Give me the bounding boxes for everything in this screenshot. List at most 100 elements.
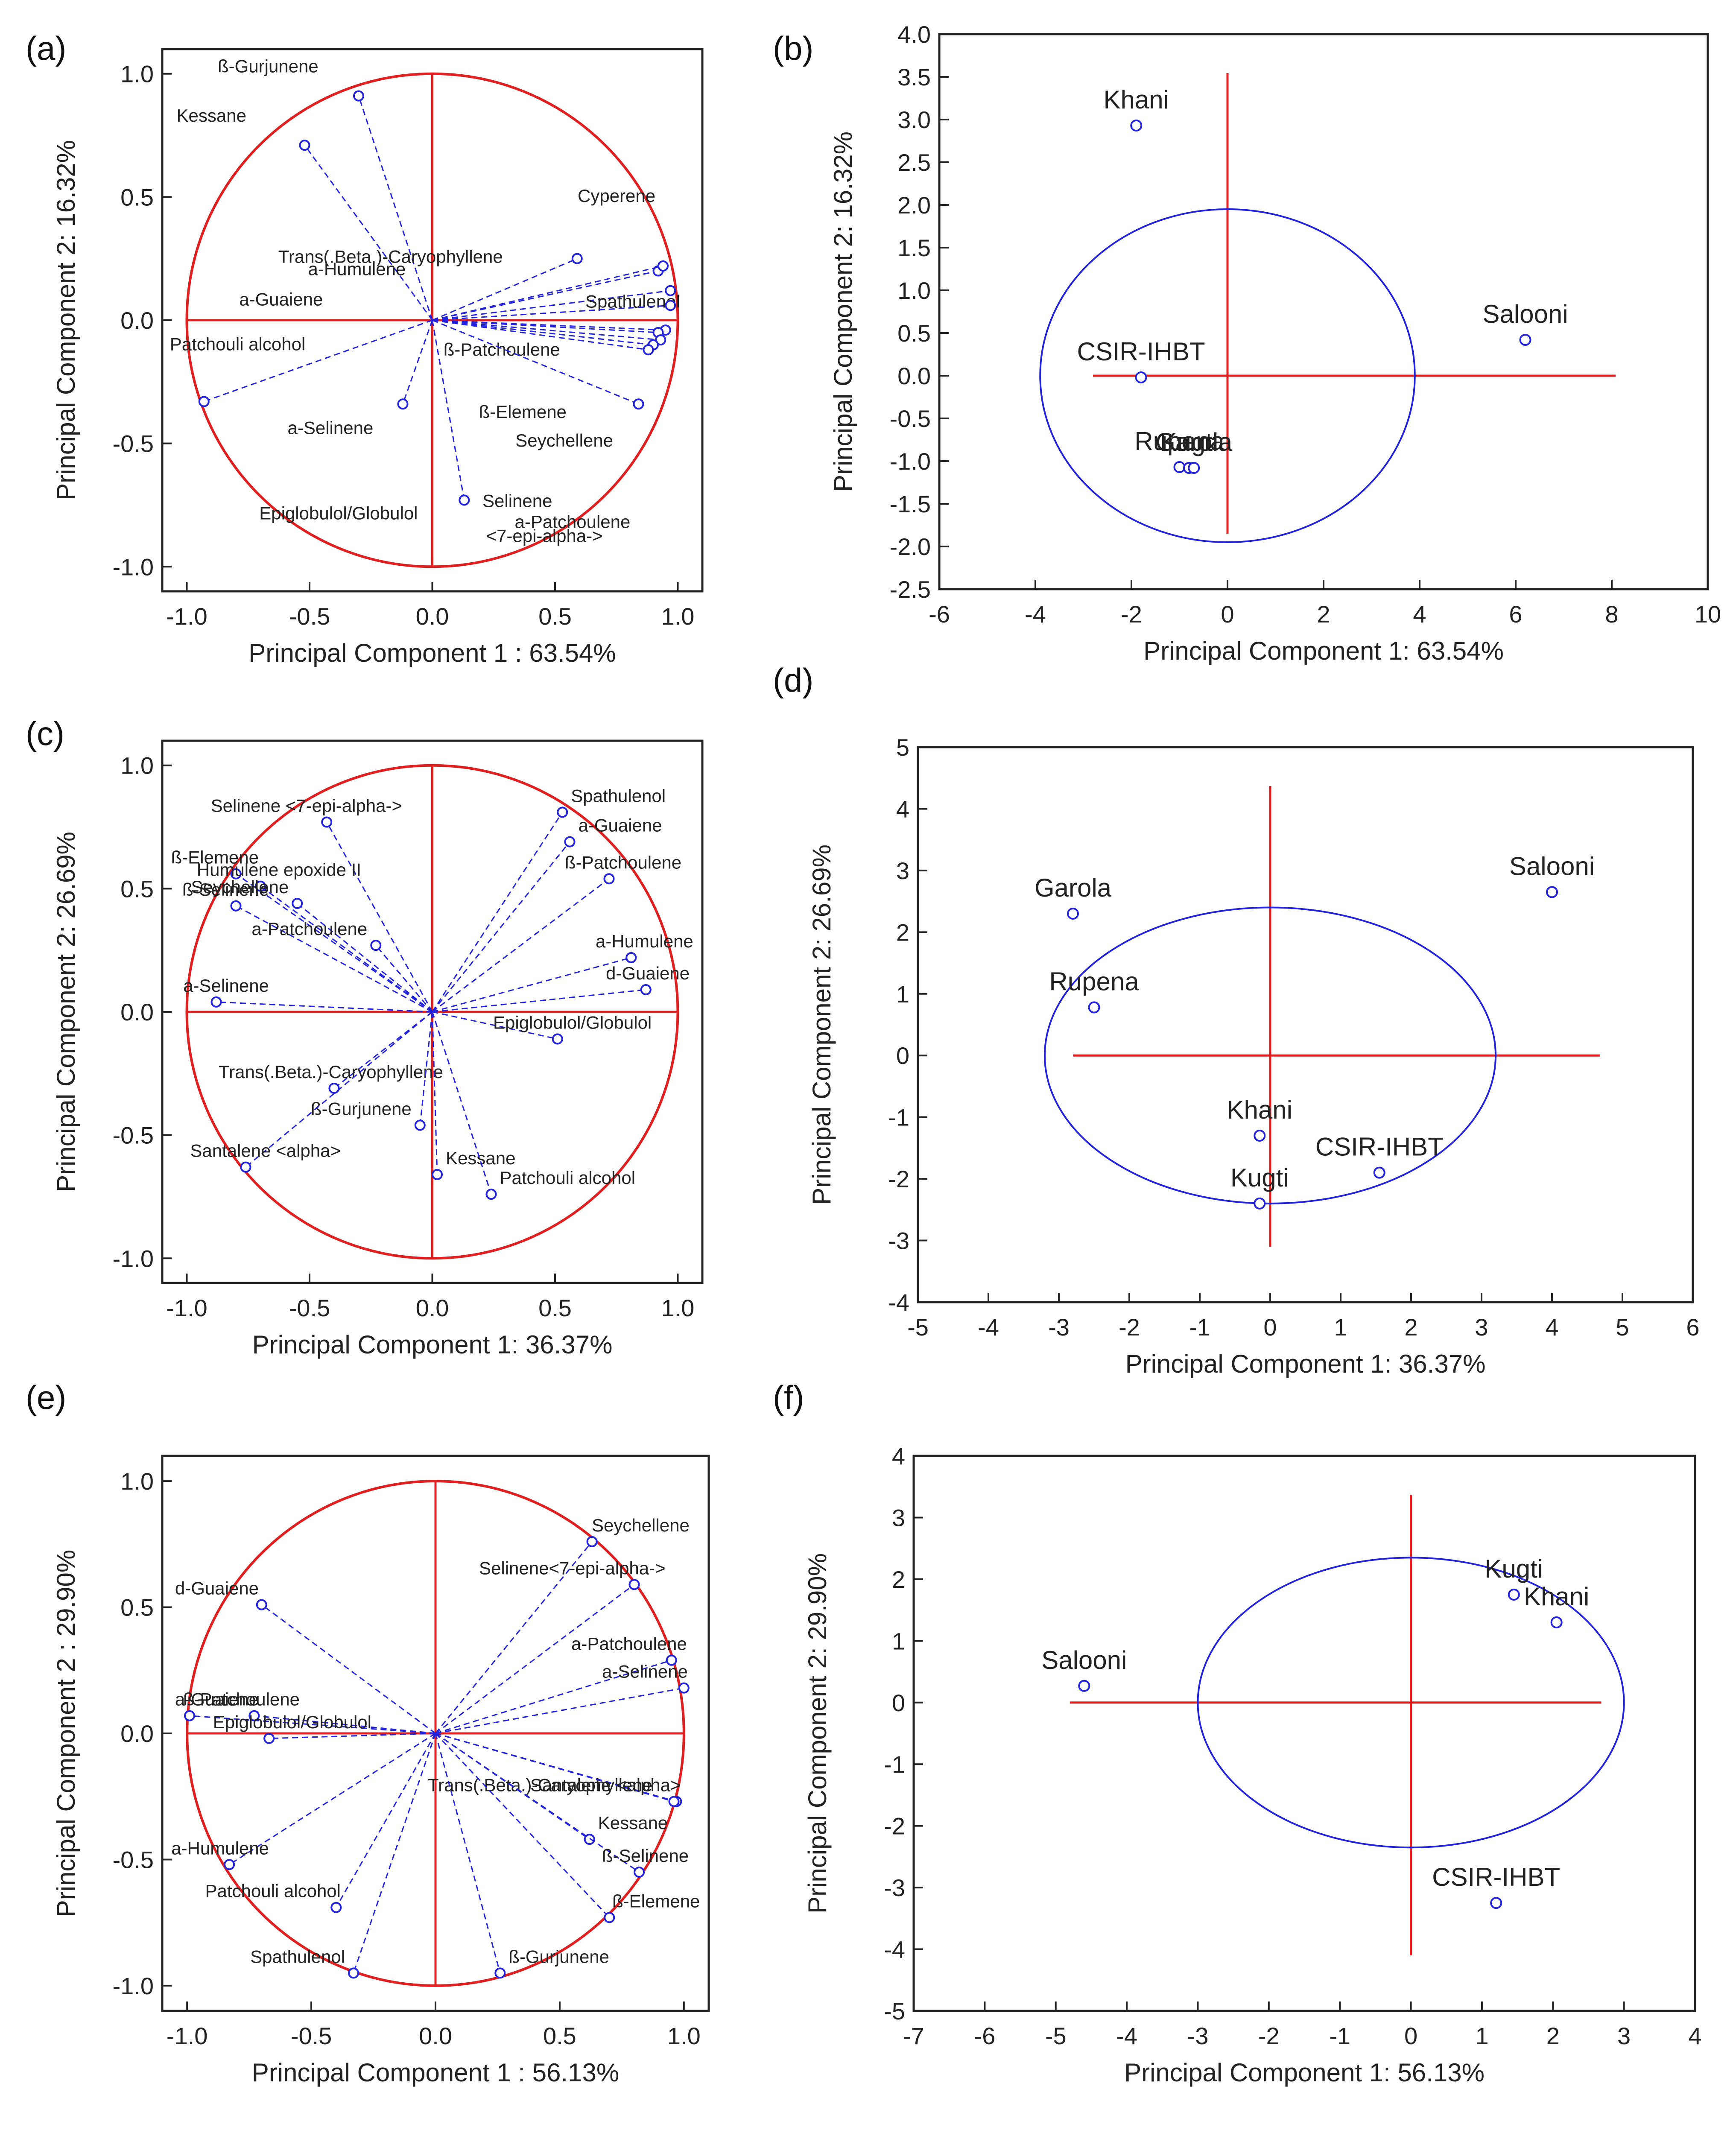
score-point-f — [1490, 1897, 1502, 1909]
x-tick-label-a: -1.0 — [166, 603, 208, 630]
loading-label-a: Seychellene — [515, 430, 613, 450]
loading-label-e: Patchouli alcohol — [205, 1881, 341, 1901]
y-tick-label-d: 2 — [896, 919, 909, 946]
loading-vector-e — [269, 1733, 436, 1739]
x-tick-label-f: -5 — [1045, 2022, 1067, 2049]
loading-vector-c — [333, 1011, 433, 1089]
y-tick-label-d: 1 — [896, 981, 909, 1008]
score-label-b: Rupena — [1134, 427, 1225, 456]
loading-label-a: ß-Gurjunene — [218, 56, 319, 76]
loading-point-c — [414, 1119, 426, 1131]
loading-point-a — [665, 300, 676, 311]
loading-point-c — [603, 873, 615, 885]
loading-point-e — [634, 1867, 645, 1878]
y-tick-label-b: 0.5 — [897, 320, 931, 347]
x-axis-label-d: Principal Component 1: 36.37% — [1125, 1350, 1486, 1378]
y-tick-label-b: -2.0 — [890, 533, 931, 560]
y-tick-label-e: 0.0 — [120, 1720, 154, 1747]
x-tick-label-d: -1 — [1189, 1314, 1210, 1341]
loading-vector-e — [435, 1687, 684, 1734]
y-tick-label-c: -0.5 — [113, 1122, 154, 1149]
loading-vector-c — [375, 945, 433, 1012]
loading-vector-c — [432, 1011, 438, 1175]
x-tick-label-a: 1.0 — [661, 603, 695, 630]
score-point-b — [1188, 462, 1200, 474]
score-point-b — [1130, 120, 1143, 131]
x-tick-label-d: 5 — [1616, 1314, 1629, 1341]
x-tick-label-e: -0.5 — [291, 2022, 332, 2049]
loading-label-c: a-Patchoulene — [251, 919, 367, 939]
y-tick-label-d: 5 — [896, 734, 909, 761]
loading-vector-e — [189, 1715, 436, 1734]
loading-label-c: Seychellene — [191, 877, 289, 897]
loading-point-e — [248, 1710, 260, 1721]
loading-vector-a — [204, 319, 433, 402]
x-tick-label-c: -1.0 — [166, 1294, 208, 1321]
loading-vector-e — [435, 1584, 635, 1734]
loading-label-c: Humulene epoxide II — [197, 860, 361, 880]
x-tick-label-f: 3 — [1617, 2022, 1631, 2049]
loading-point-e — [330, 1902, 342, 1913]
loading-label-e: Spathulenol — [250, 1946, 345, 1966]
y-tick-label-f: 0 — [892, 1689, 905, 1716]
panel-label-f: (f) — [773, 1379, 804, 1416]
loading-point-a — [353, 90, 364, 102]
loading-label-e: Selinene<7-epi-alpha-> — [479, 1558, 666, 1578]
y-tick-label-f: 3 — [892, 1504, 905, 1531]
loading-point-c — [321, 816, 333, 828]
y-tick-label-e: 1.0 — [120, 1468, 154, 1495]
x-axis-label-f: Principal Component 1: 56.13% — [1124, 2058, 1485, 2087]
y-tick-label-b: -1.5 — [890, 491, 931, 517]
loading-vector-c — [432, 878, 610, 1013]
loading-label-a: a-Selinene — [288, 418, 374, 438]
score-point-d — [1254, 1130, 1266, 1142]
y-tick-label-b: 1.0 — [897, 277, 931, 304]
loading-point-c — [210, 996, 222, 1008]
loading-point-a — [633, 398, 644, 410]
loading-vector-c — [235, 873, 433, 1013]
loading-point-e — [628, 1579, 640, 1590]
y-tick-label-b: 2.5 — [897, 149, 931, 176]
y-tick-label-c: 0.0 — [120, 999, 154, 1026]
loading-vector-e — [435, 1541, 593, 1734]
y-axis-label-f: Principal Component 2: 29.90% — [803, 1553, 832, 1914]
loading-vector-e — [335, 1733, 436, 1908]
x-tick-label-f: -6 — [974, 2022, 995, 2049]
score-point-d — [1546, 886, 1558, 898]
x-tick-label-d: 6 — [1686, 1314, 1699, 1341]
y-tick-label-c: -1.0 — [113, 1245, 154, 1272]
loading-label-c: ß-Gurjunene — [311, 1099, 412, 1119]
loading-point-c — [255, 880, 266, 892]
loading-point-c — [557, 806, 568, 818]
panel-label-e: (e) — [26, 1379, 66, 1416]
score-point-d — [1373, 1166, 1385, 1179]
loading-vector-e — [261, 1604, 436, 1734]
confidence-ellipse-b — [1039, 208, 1416, 543]
x-tick-label-b: 4 — [1413, 601, 1426, 628]
loading-vector-a — [432, 319, 639, 405]
panel-label-b: (b) — [773, 29, 813, 67]
loading-point-c — [552, 1033, 563, 1045]
loading-vector-e — [254, 1715, 436, 1734]
loading-vector-a — [432, 304, 671, 321]
loading-point-c — [432, 1169, 443, 1180]
x-tick-label-f: 2 — [1546, 2022, 1560, 2049]
y-tick-label-f: -5 — [884, 1998, 905, 2025]
confidence-ellipse-d — [1044, 906, 1496, 1204]
y-tick-label-e: 0.5 — [120, 1594, 154, 1621]
loading-label-a: Epiglobulol/Globulol — [259, 503, 418, 523]
loading-point-c — [328, 1082, 340, 1094]
score-label-b: Khani — [1104, 85, 1169, 114]
loading-point-e — [586, 1536, 598, 1547]
score-label-b: Kugti — [1160, 428, 1219, 456]
loading-point-c — [230, 900, 242, 912]
score-label-d: CSIR-IHBT — [1315, 1133, 1444, 1161]
loading-point-e — [604, 1912, 615, 1923]
loading-label-a: Kessane — [177, 105, 246, 126]
loading-point-e — [494, 1967, 506, 1979]
loading-point-e — [584, 1834, 595, 1845]
loading-vector-a — [402, 320, 433, 404]
y-tick-label-f: -1 — [884, 1751, 905, 1778]
loading-vector-c — [432, 841, 570, 1012]
